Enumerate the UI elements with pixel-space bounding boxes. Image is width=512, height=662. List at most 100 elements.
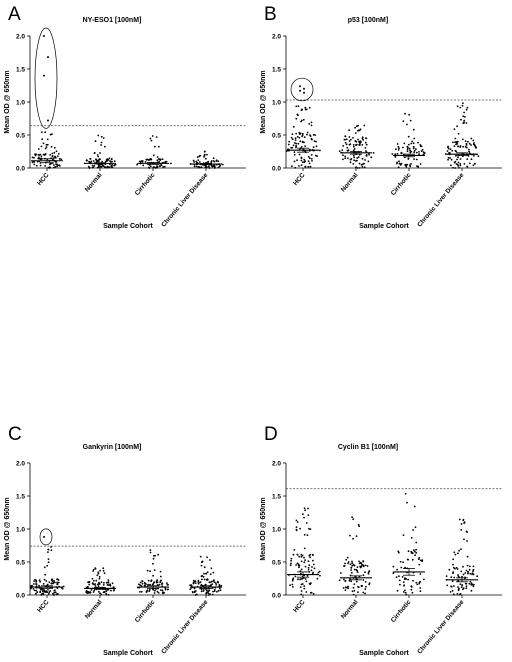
data-point <box>342 154 344 157</box>
data-point <box>456 593 459 595</box>
data-point <box>396 152 399 155</box>
data-point <box>39 591 42 594</box>
data-point <box>159 581 162 584</box>
data-point <box>411 558 414 561</box>
data-point <box>458 587 460 590</box>
data-point <box>62 585 65 588</box>
data-point <box>357 138 359 141</box>
data-point <box>353 583 356 585</box>
data-point <box>39 153 42 156</box>
data-point <box>352 586 355 589</box>
data-point <box>467 155 470 157</box>
data-point <box>402 120 405 123</box>
data-point <box>366 565 369 567</box>
panel-b: B p53 [100nM] 0.0 0.5 1.0 1.5 2.0 Mean OD @ 65… <box>256 0 512 331</box>
series-dots-2 <box>392 492 425 596</box>
data-point <box>412 147 415 150</box>
data-point <box>408 147 411 150</box>
data-point <box>53 164 55 166</box>
data-point <box>150 580 153 582</box>
data-point <box>464 572 467 574</box>
data-point <box>468 162 471 165</box>
y-tick-label: 0.0 <box>16 593 25 600</box>
data-point <box>98 158 101 161</box>
data-point <box>110 589 112 592</box>
data-point <box>462 573 465 576</box>
data-point <box>108 157 111 160</box>
data-point <box>49 590 52 592</box>
data-point <box>310 569 313 572</box>
data-point <box>473 155 475 157</box>
data-point <box>453 145 456 148</box>
data-point <box>368 153 370 156</box>
data-point <box>464 116 466 118</box>
data-point <box>206 571 209 574</box>
data-point <box>398 579 401 582</box>
data-point <box>159 575 162 578</box>
data-point <box>152 583 155 585</box>
data-point <box>48 163 51 166</box>
data-point <box>212 160 215 162</box>
data-point <box>307 155 310 158</box>
data-point <box>466 106 469 109</box>
data-point <box>407 135 410 138</box>
data-point <box>140 590 143 593</box>
data-point <box>105 592 107 595</box>
data-point <box>298 564 301 567</box>
data-point <box>114 163 117 166</box>
data-point <box>46 564 49 567</box>
outlier-point <box>299 85 301 88</box>
data-point <box>342 145 345 147</box>
data-point <box>445 575 448 577</box>
y-tick-label: 0.5 <box>272 133 281 140</box>
data-point <box>43 578 46 581</box>
data-point <box>38 584 40 587</box>
data-point <box>350 566 353 569</box>
data-point <box>357 523 360 526</box>
data-point <box>165 160 168 163</box>
data-point <box>460 570 463 573</box>
data-point <box>463 538 465 541</box>
data-point <box>89 158 92 160</box>
data-point <box>111 160 113 163</box>
data-point <box>140 585 143 587</box>
data-point <box>104 160 107 163</box>
data-point <box>364 571 366 574</box>
data-point <box>398 160 400 163</box>
chart-title: Gankyrin [100nM] <box>83 444 142 451</box>
data-point <box>139 584 142 586</box>
x-axis-label: Sample Cohort <box>103 650 153 657</box>
data-point <box>156 165 158 167</box>
data-point <box>451 589 454 592</box>
data-point <box>47 593 50 595</box>
data-point <box>405 593 408 596</box>
data-point <box>367 160 370 163</box>
data-point <box>410 588 413 591</box>
data-point <box>294 137 297 140</box>
data-point <box>33 589 36 592</box>
data-point <box>412 128 415 131</box>
data-point <box>88 583 91 586</box>
data-point <box>462 115 464 118</box>
data-point <box>457 589 460 592</box>
data-point <box>351 564 354 567</box>
data-point <box>202 589 205 591</box>
data-point <box>215 582 217 584</box>
data-point <box>299 527 301 530</box>
y-tick-label: 2.0 <box>16 34 25 41</box>
data-point <box>311 553 314 556</box>
data-point <box>362 574 365 577</box>
data-point <box>200 590 203 593</box>
data-point <box>167 583 169 586</box>
data-point <box>351 560 353 563</box>
data-point <box>146 158 149 161</box>
data-point <box>466 531 468 533</box>
data-point <box>452 141 454 144</box>
data-point <box>93 152 96 155</box>
data-point <box>141 161 144 163</box>
data-point <box>456 141 458 144</box>
data-point <box>298 566 300 569</box>
data-point <box>414 554 416 557</box>
data-point <box>300 164 303 167</box>
data-point <box>469 565 471 568</box>
